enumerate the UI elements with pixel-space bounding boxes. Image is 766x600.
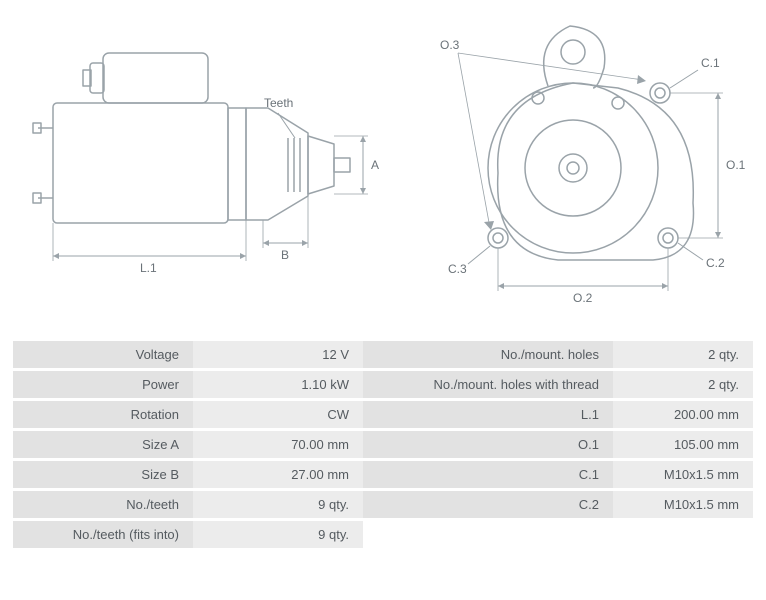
spec-value-right: 105.00 mm [613,431,753,458]
spec-value-left: 27.00 mm [193,461,363,488]
table-row: Voltage12 VNo./mount. holes2 qty. [13,341,753,368]
teeth-label: Teeth [264,96,293,110]
spec-value-left: 9 qty. [193,521,363,548]
table-row: RotationCWL.1200.00 mm [13,401,753,428]
spec-label-left: Voltage [13,341,193,368]
side-view-drawing [8,8,388,308]
spec-value-right: 200.00 mm [613,401,753,428]
table-row: Power1.10 kWNo./mount. holes with thread… [13,371,753,398]
table-row: No./teeth (fits into)9 qty. [13,521,753,548]
dim-b-label: B [281,248,289,262]
dim-o1-label: O.1 [726,158,745,172]
spec-label-right: C.2 [363,491,613,518]
spec-label-right: No./mount. holes [363,341,613,368]
spec-value-right: M10x1.5 mm [613,491,753,518]
spec-value-right: 2 qty. [613,341,753,368]
spec-label-left: No./teeth (fits into) [13,521,193,548]
table-row: Size B27.00 mmC.1M10x1.5 mm [13,461,753,488]
spec-label-right: C.1 [363,461,613,488]
specification-table: Voltage12 VNo./mount. holes2 qty.Power1.… [13,338,753,551]
spec-label-right: L.1 [363,401,613,428]
dim-c2-label: C.2 [706,256,725,270]
spec-label-left: No./teeth [13,491,193,518]
spec-label-left: Rotation [13,401,193,428]
dim-c3-label: C.3 [448,262,467,276]
spec-label-left: Size B [13,461,193,488]
dim-a-label: A [371,158,379,172]
dim-o2-label: O.2 [573,291,592,305]
spec-value-left: 9 qty. [193,491,363,518]
spec-value-left: 70.00 mm [193,431,363,458]
table-row: No./teeth9 qty.C.2M10x1.5 mm [13,491,753,518]
technical-diagram: Teeth A B L.1 [8,8,758,328]
spec-value-right: 2 qty. [613,371,753,398]
spec-value-left: 1.10 kW [193,371,363,398]
spec-label-right: No./mount. holes with thread [363,371,613,398]
dim-o3-label: O.3 [440,38,459,52]
spec-value-right: M10x1.5 mm [613,461,753,488]
dim-c1-label: C.1 [701,56,720,70]
spec-value-left: CW [193,401,363,428]
spec-value-left: 12 V [193,341,363,368]
table-row: Size A70.00 mmO.1105.00 mm [13,431,753,458]
dim-l1-label: L.1 [140,261,157,275]
spec-label-left: Power [13,371,193,398]
spec-label-right: O.1 [363,431,613,458]
spec-label-left: Size A [13,431,193,458]
